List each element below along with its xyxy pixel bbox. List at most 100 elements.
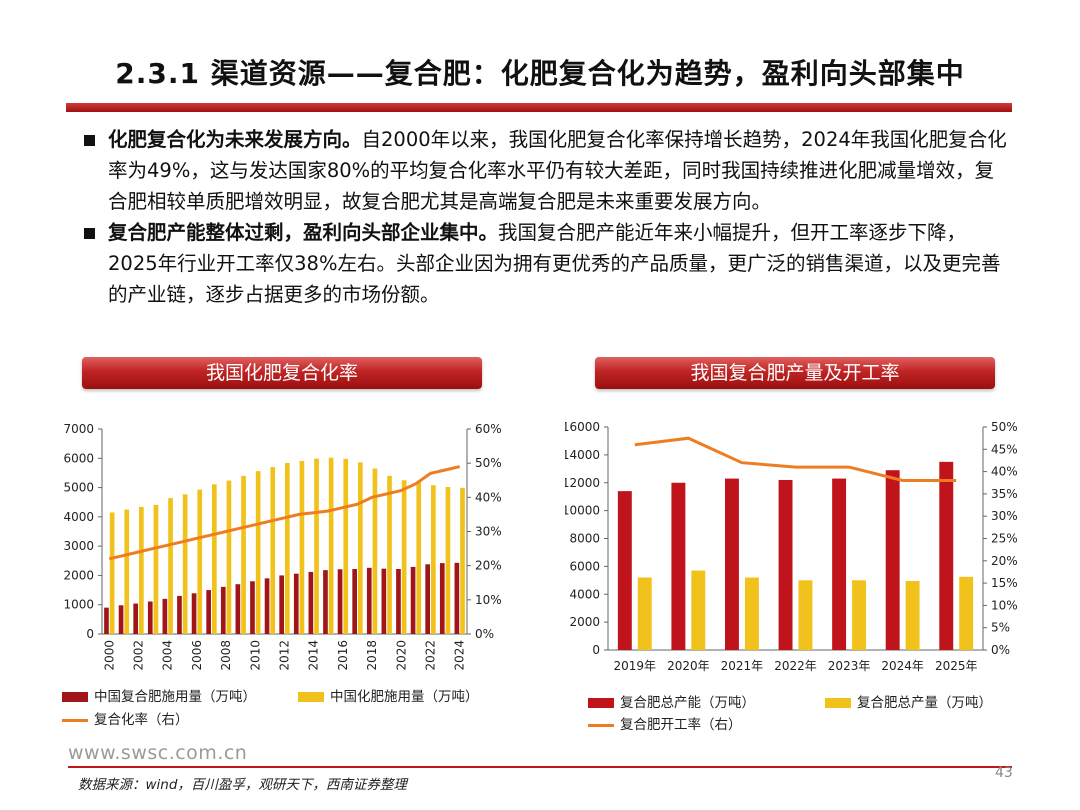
bar-series1 xyxy=(425,564,430,634)
bar-series2 xyxy=(431,485,436,634)
bar-series2 xyxy=(343,458,349,634)
x-tick-label: 2024 xyxy=(453,640,467,671)
bar-series2 xyxy=(460,487,465,634)
bullet-list: 化肥复合化为未来发展方向。自2000年以来，我国化肥复合化率保持增长趋势，202… xyxy=(80,124,1010,310)
bar-series2 xyxy=(328,457,334,634)
data-source-note: 数据来源：wind，百川盈孚，观研天下，西南证券整理 xyxy=(78,777,407,793)
bar-series1 xyxy=(885,470,900,650)
x-tick-label: 2025年 xyxy=(935,659,978,673)
chart2-title: 我国复合肥产量及开工率 xyxy=(595,357,995,389)
bar-series2 xyxy=(197,489,203,634)
bar-series2 xyxy=(314,458,319,634)
bar-series1 xyxy=(235,584,241,634)
legend-item: 复合化率（右） xyxy=(62,708,189,728)
legend-label: 复合化率（右） xyxy=(94,712,189,728)
legend-item: 中国复合肥施用量（万吨） xyxy=(62,685,256,705)
footer-divider xyxy=(68,766,1012,768)
bar-series1 xyxy=(279,575,284,634)
x-tick-label: 2012 xyxy=(278,640,292,671)
legend-item: 复合肥总产能（万吨） xyxy=(588,691,755,711)
y-tick-label: 2000 xyxy=(63,568,94,582)
y-tick-label: 7000 xyxy=(63,422,94,436)
bar-series2 xyxy=(637,577,652,650)
bullet-1-text: 自2000年以来，我国化肥复合化率保持增长趋势，2024年我国化肥复合化率为49… xyxy=(108,128,1007,213)
bullet-square-icon xyxy=(84,135,95,146)
bar-series2 xyxy=(372,468,378,634)
legend-item: 中国化肥施用量（万吨） xyxy=(298,685,479,705)
x-tick-label: 2008 xyxy=(219,640,233,671)
y-tick-label: 2000 xyxy=(569,615,600,629)
y2-tick-label: 20% xyxy=(475,559,502,573)
legend-item: 复合肥开工率（右） xyxy=(588,713,742,733)
y2-tick-label: 50% xyxy=(475,456,502,470)
x-tick-label: 2006 xyxy=(190,640,204,671)
bar-series1 xyxy=(177,595,182,634)
y2-tick-label: 20% xyxy=(991,554,1018,568)
y2-tick-label: 15% xyxy=(991,576,1018,590)
y-tick-label: 4000 xyxy=(63,510,94,524)
bar-series2 xyxy=(212,484,217,634)
bar-series2 xyxy=(905,581,920,650)
x-tick-label: 2002 xyxy=(132,640,146,671)
legend-item: 复合肥总产量（万吨） xyxy=(825,691,992,711)
y2-tick-label: 5% xyxy=(991,621,1010,635)
bar-series2 xyxy=(416,482,422,634)
bar-series2 xyxy=(744,577,759,650)
bar-series1 xyxy=(410,566,416,634)
legend-label: 复合肥开工率（右） xyxy=(620,717,742,733)
legend-swatch xyxy=(62,718,88,722)
x-tick-label: 2016 xyxy=(336,640,350,671)
title-underline xyxy=(66,103,1012,112)
bar-series1 xyxy=(366,567,372,634)
bar-series2 xyxy=(299,460,305,634)
x-tick-label: 2019年 xyxy=(614,659,657,673)
bar-series1 xyxy=(293,573,299,634)
x-tick-label: 2024年 xyxy=(881,659,924,673)
chart1-title: 我国化肥复合化率 xyxy=(82,357,482,389)
legend-swatch xyxy=(588,698,614,708)
bar-series2 xyxy=(358,462,363,634)
bar-series2 xyxy=(139,506,144,634)
y2-tick-label: 10% xyxy=(991,598,1018,612)
x-tick-label: 2000 xyxy=(102,640,116,671)
x-tick-label: 2010 xyxy=(248,640,262,671)
legend-swatch xyxy=(298,692,324,702)
bar-series2 xyxy=(109,512,115,634)
y2-tick-label: 30% xyxy=(991,509,1018,523)
bar-series2 xyxy=(959,576,974,650)
y2-tick-label: 50% xyxy=(991,420,1018,434)
x-tick-label: 2022 xyxy=(424,640,438,671)
y-tick-label: 16000 xyxy=(565,420,600,434)
website-url: www.swsc.com.cn xyxy=(68,742,248,764)
legend-swatch xyxy=(588,723,614,727)
bullet-2-text: 我国复合肥产能近年来小幅提升，但开工率逐步下降，2025年行业开工率仅38%左右… xyxy=(108,221,1001,306)
bar-series1 xyxy=(191,593,197,634)
x-tick-label: 2020 xyxy=(394,640,408,671)
y2-tick-label: 0% xyxy=(991,643,1010,657)
bar-series1 xyxy=(147,601,153,634)
bar-series2 xyxy=(445,486,451,634)
y2-tick-label: 0% xyxy=(475,627,494,641)
y2-tick-label: 25% xyxy=(991,532,1018,546)
legend-swatch xyxy=(62,692,88,702)
legend-label: 中国复合肥施用量（万吨） xyxy=(94,689,256,705)
y2-tick-label: 30% xyxy=(475,525,502,539)
bar-series2 xyxy=(168,498,173,634)
bar-series1 xyxy=(352,568,357,634)
x-tick-label: 2014 xyxy=(307,640,321,671)
bullet-1-heading: 化肥复合化为未来发展方向。 xyxy=(108,128,362,151)
bar-series1 xyxy=(396,568,401,634)
y-tick-label: 12000 xyxy=(565,476,600,490)
page-title: 2.3.1 渠道资源——复合肥：化肥复合化为趋势，盈利向头部集中 xyxy=(115,57,965,90)
y-tick-label: 0 xyxy=(592,643,600,657)
bar-series2 xyxy=(270,467,276,634)
bar-series2 xyxy=(852,580,866,650)
y2-tick-label: 10% xyxy=(475,593,502,607)
y-tick-label: 5000 xyxy=(63,481,94,495)
x-tick-label: 2021年 xyxy=(721,659,764,673)
bar-series1 xyxy=(671,482,686,650)
bar-series1 xyxy=(264,578,270,634)
bar-series1 xyxy=(133,603,138,634)
legend-swatch xyxy=(825,698,851,708)
y-tick-label: 10000 xyxy=(565,504,600,518)
